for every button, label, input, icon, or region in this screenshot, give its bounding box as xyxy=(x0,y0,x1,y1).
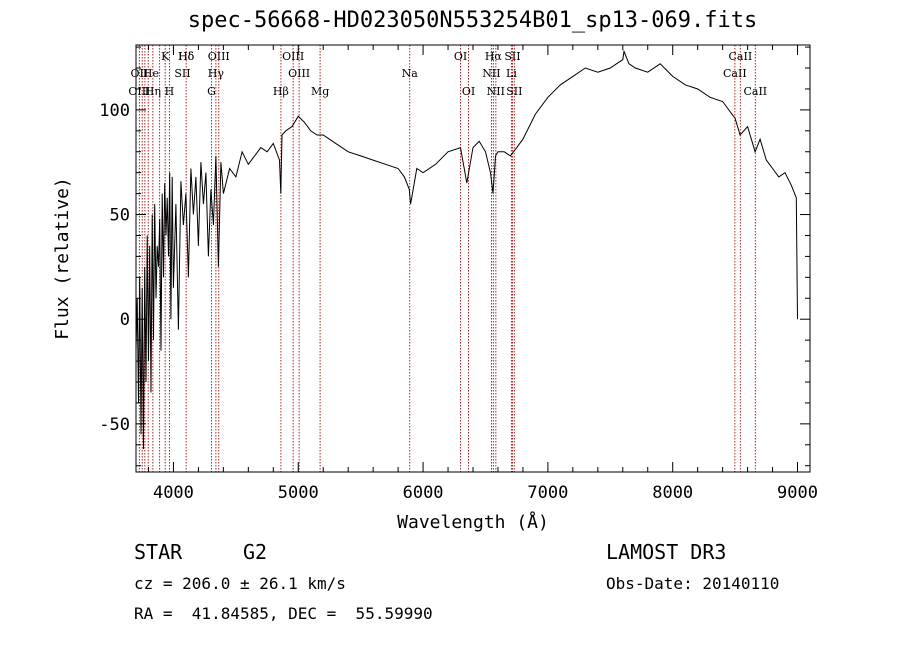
y-tick-label: 50 xyxy=(110,206,130,226)
marker-label: Hγ xyxy=(208,67,225,80)
x-tick-label: 5000 xyxy=(278,483,319,503)
y-axis-title: Flux (relative) xyxy=(52,177,73,340)
marker-label: NII xyxy=(487,85,505,98)
x-tick-label: 4000 xyxy=(153,483,194,503)
object-subclass: G2 xyxy=(243,540,268,564)
y-tick-label: 0 xyxy=(120,310,130,330)
marker-label: SII xyxy=(506,85,522,98)
marker-label: He xyxy=(143,67,159,80)
marker-label: OIII xyxy=(282,50,304,63)
marker-label: NII xyxy=(482,67,500,80)
marker-label: Hη xyxy=(145,85,161,98)
observation-date: Obs-Date: 20140110 xyxy=(606,574,780,593)
marker-label: OIII xyxy=(288,67,310,80)
marker-label: SII xyxy=(174,67,190,80)
marker-label: H xyxy=(165,85,175,98)
marker-label: Hα xyxy=(485,50,503,63)
marker-label: CaII xyxy=(723,67,747,80)
marker-label: Hδ xyxy=(178,50,195,63)
plot-frame xyxy=(135,44,811,473)
marker-label: SII xyxy=(504,50,520,63)
marker-label: OIII xyxy=(128,85,150,98)
survey-name: LAMOST DR3 xyxy=(606,540,727,564)
x-tick-label: 9000 xyxy=(777,483,818,503)
x-tick-label: 6000 xyxy=(403,483,444,503)
marker-label: OII xyxy=(131,67,149,80)
axis-labels: 4000 5000 6000 7000 8000 9000 -50 0 50 100 Wavelen… xyxy=(52,101,818,533)
y-tick-label: -50 xyxy=(99,415,130,435)
x-tick-label: 8000 xyxy=(652,483,693,503)
marker-label: Mg xyxy=(311,85,329,98)
object-type: STAR xyxy=(134,540,183,564)
coordinates: RA = 41.84585, DEC = 55.59990 xyxy=(134,604,433,623)
marker-label: CaII xyxy=(729,50,753,63)
marker-label: Li xyxy=(506,67,517,80)
redshift-cz: cz = 206.0 ± 26.1 km/s xyxy=(134,574,346,593)
spectrum-series xyxy=(135,49,798,450)
marker-label: Na xyxy=(402,67,419,80)
marker-label: Hδ xyxy=(178,50,195,63)
spectrum-line xyxy=(135,49,798,450)
x-tick-label: 7000 xyxy=(527,483,568,503)
chart-title: spec-56668-HD023050N553254B01_sp13-069.f… xyxy=(187,8,758,33)
x-axis-title: Wavelength (Å) xyxy=(397,511,549,533)
marker-label: K xyxy=(161,50,170,63)
marker-label: G xyxy=(207,85,216,98)
marker-label: OI xyxy=(462,85,475,98)
y-tick-label: 100 xyxy=(99,101,130,121)
marker-label: Hβ xyxy=(273,85,289,98)
marker-label: CaII xyxy=(743,85,767,98)
marker-label: OI xyxy=(454,50,467,63)
axes xyxy=(135,44,811,473)
marker-label: OIII xyxy=(208,50,230,63)
